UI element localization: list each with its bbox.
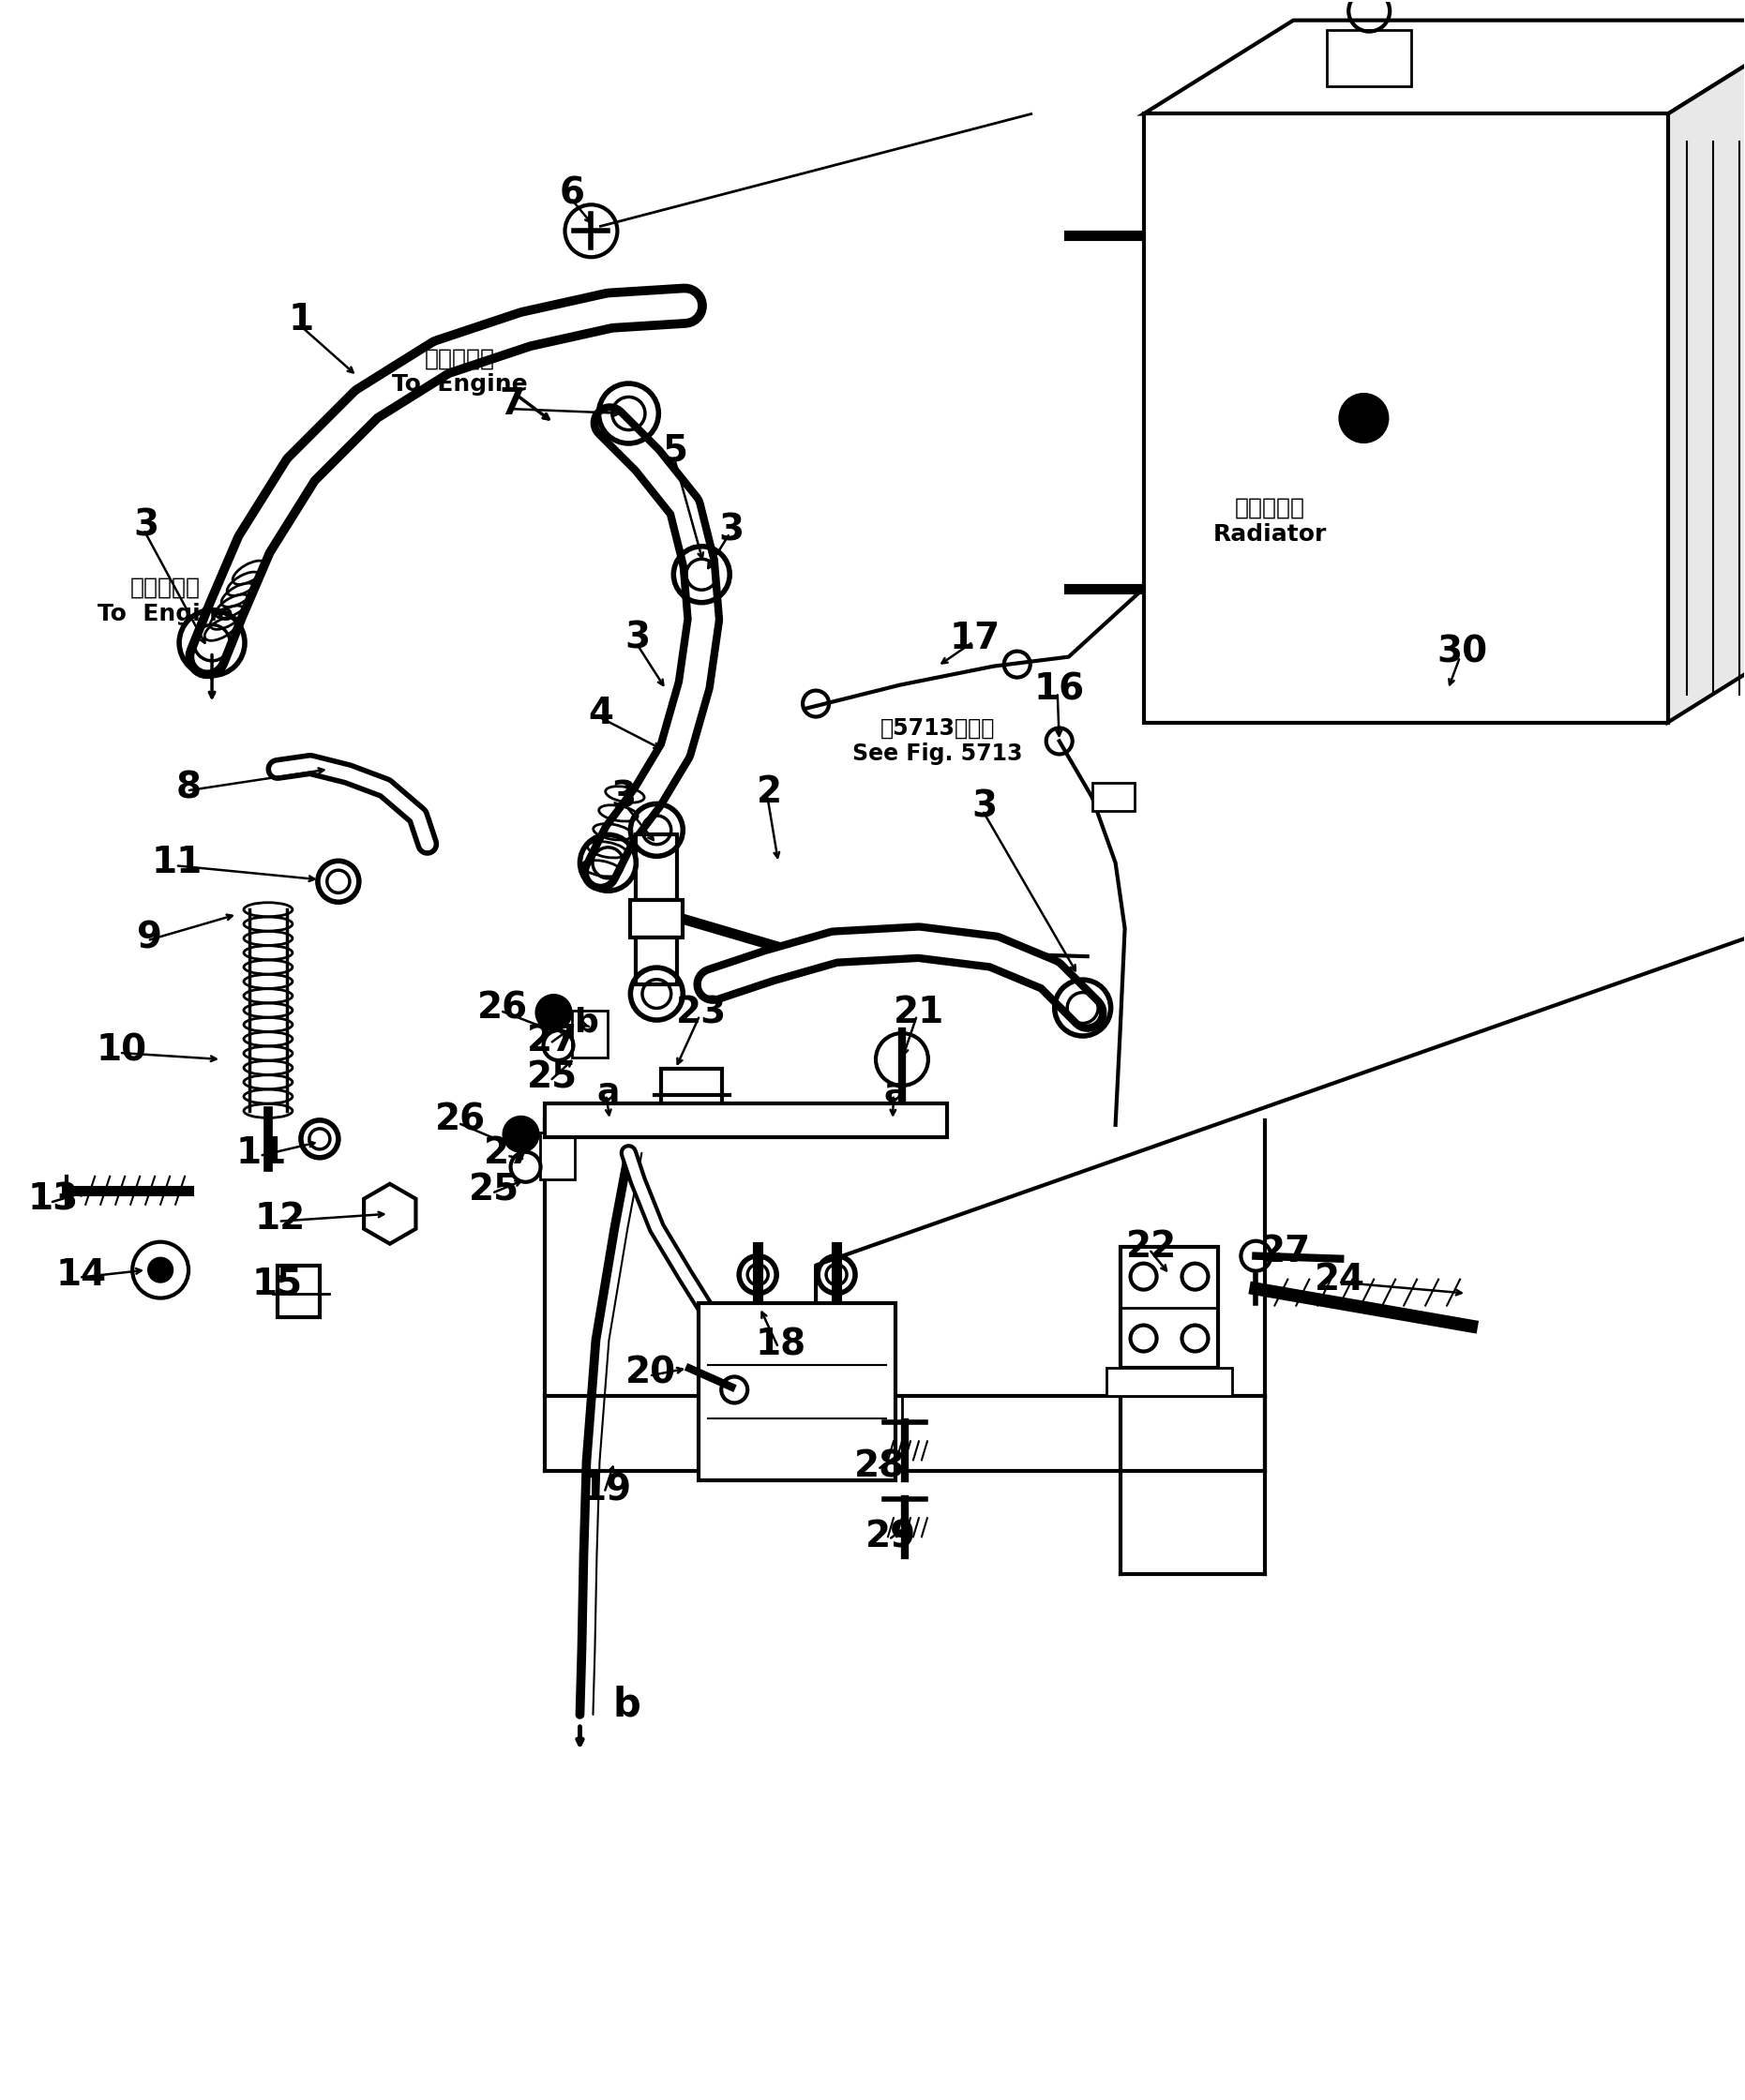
Bar [661, 1069, 722, 1119]
Text: 10: 10 [96, 1033, 147, 1067]
Text: 3: 3 [611, 779, 637, 815]
Text: b: b [574, 1006, 599, 1037]
Text: 7: 7 [499, 386, 524, 422]
Text: 24: 24 [1314, 1262, 1366, 1298]
Text: 6: 6 [560, 176, 585, 212]
Text: 28: 28 [853, 1449, 906, 1485]
Bar [1326, 29, 1412, 86]
Polygon shape [548, 1107, 944, 1134]
Text: 8: 8 [176, 771, 201, 806]
Polygon shape [1668, 21, 1745, 722]
Text: a: a [597, 1075, 619, 1109]
Text: 第5713図参照
See Fig. 5713: 第5713図参照 See Fig. 5713 [853, 716, 1023, 764]
Text: 11: 11 [152, 844, 202, 880]
Bar [544, 1102, 948, 1136]
Text: 27: 27 [483, 1136, 534, 1172]
Text: a: a [885, 1075, 907, 1109]
Text: 15: 15 [251, 1266, 304, 1302]
Text: 16: 16 [1033, 672, 1085, 708]
Bar [277, 1266, 319, 1317]
Text: 18: 18 [756, 1327, 806, 1363]
Circle shape [1340, 395, 1387, 441]
Text: 19: 19 [581, 1472, 632, 1508]
Text: 3: 3 [134, 508, 159, 544]
Text: エンジンへ
To  Engine: エンジンへ To Engine [98, 575, 232, 626]
Bar [1092, 783, 1134, 811]
Text: 22: 22 [1126, 1228, 1176, 1264]
Circle shape [504, 1117, 537, 1151]
Bar [1120, 1247, 1218, 1369]
Circle shape [150, 1258, 171, 1281]
Text: 3: 3 [625, 620, 651, 655]
Bar [637, 939, 677, 985]
Bar [539, 1132, 576, 1180]
Bar [1143, 113, 1668, 722]
Text: 5: 5 [663, 433, 688, 468]
Polygon shape [551, 1111, 939, 1128]
Text: 13: 13 [28, 1182, 79, 1218]
Text: ラジエータ
Radiator: ラジエータ Radiator [1213, 498, 1326, 546]
Circle shape [537, 995, 571, 1029]
Polygon shape [1143, 21, 1745, 113]
Text: 29: 29 [866, 1518, 916, 1554]
Bar [637, 834, 677, 901]
Text: 30: 30 [1436, 634, 1487, 670]
Bar [698, 1302, 895, 1480]
Text: 26: 26 [435, 1102, 485, 1138]
Text: 26: 26 [476, 989, 527, 1025]
Text: 20: 20 [626, 1354, 677, 1390]
Text: 17: 17 [949, 620, 1000, 655]
Text: 12: 12 [255, 1201, 305, 1237]
Text: b: b [612, 1686, 640, 1724]
Text: 4: 4 [588, 695, 612, 731]
Text: 3: 3 [972, 790, 996, 825]
Text: 27: 27 [527, 1023, 578, 1058]
Text: 1: 1 [288, 302, 314, 338]
Text: 3: 3 [719, 512, 745, 548]
Text: 14: 14 [56, 1258, 106, 1292]
Text: 25: 25 [468, 1172, 520, 1207]
Text: 27: 27 [1260, 1233, 1310, 1268]
Text: 11: 11 [236, 1136, 286, 1172]
Text: 9: 9 [136, 920, 162, 956]
Text: エンジンへ
To  Engine: エンジンへ To Engine [393, 346, 529, 395]
Bar [1106, 1369, 1232, 1397]
Bar [572, 1010, 607, 1058]
Bar [630, 901, 682, 939]
Text: 23: 23 [677, 995, 728, 1031]
Text: 21: 21 [893, 995, 944, 1031]
Text: 2: 2 [756, 775, 782, 811]
Text: 25: 25 [527, 1060, 578, 1096]
